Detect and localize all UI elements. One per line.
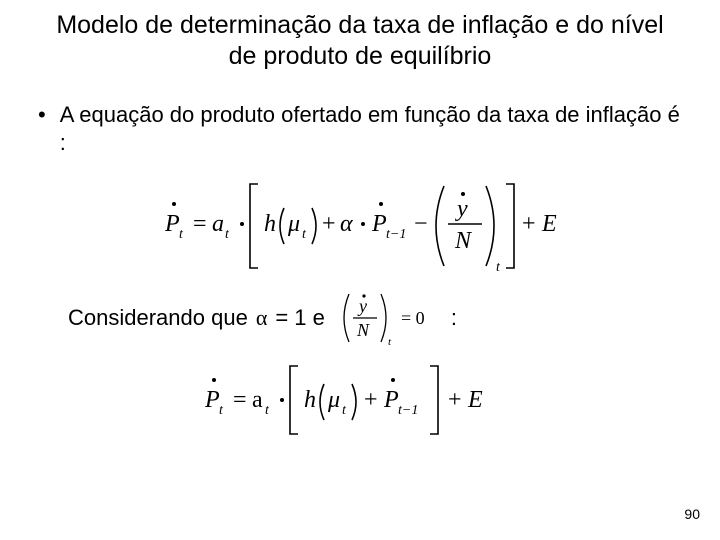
title-line-2: de produto de equilíbrio bbox=[229, 42, 492, 70]
eq2-at: t bbox=[265, 403, 270, 418]
eq2-tm1: t−1 bbox=[398, 403, 418, 418]
eq2-E: E bbox=[467, 387, 483, 413]
cons-zero: = 0 bbox=[401, 308, 425, 328]
equation-2-svg: P t = a t h μ t + P t−1 + E bbox=[190, 354, 530, 444]
eq1-y: y bbox=[455, 196, 468, 222]
cons-t: t bbox=[388, 336, 392, 348]
svg-text:=: = bbox=[193, 211, 207, 237]
cons-eq1: = 1 e bbox=[275, 305, 325, 331]
svg-text:+: + bbox=[522, 211, 536, 237]
svg-text:+: + bbox=[448, 387, 462, 413]
svg-text:−: − bbox=[414, 211, 428, 237]
svg-text:=: = bbox=[233, 387, 247, 413]
equation-2: P t = a t h μ t + P t−1 + E bbox=[10, 354, 710, 444]
title-line-1: Modelo de determinação da taxa de inflaç… bbox=[56, 11, 663, 39]
cons-alpha: α bbox=[256, 305, 268, 331]
eq2-P: P bbox=[204, 387, 220, 413]
cons-colon: : bbox=[451, 305, 457, 331]
bullet-text: A equação do produto ofertado em função … bbox=[60, 101, 690, 158]
equation-1-svg: P t = a t h μ t + α bbox=[150, 168, 570, 278]
eq2-P2: P bbox=[383, 387, 399, 413]
eq1-E: E bbox=[541, 211, 557, 237]
eq2-a: a bbox=[252, 387, 263, 413]
equation-1: P t = a t h μ t + α bbox=[10, 168, 710, 278]
svg-text:+: + bbox=[364, 387, 378, 413]
eq1-at: t bbox=[225, 227, 230, 242]
eq1-mu: μ bbox=[287, 211, 300, 237]
eq2-t: t bbox=[219, 403, 224, 418]
considering-line: Considerando que α = 1 e y N t = 0 : bbox=[68, 288, 710, 348]
eq2-mut: t bbox=[342, 403, 347, 418]
cons-frac-svg: y N t = 0 bbox=[333, 288, 443, 348]
slide: Modelo de determinação da taxa de inflaç… bbox=[0, 0, 720, 540]
bullet-item: • A equação do produto ofertado em funçã… bbox=[38, 101, 690, 158]
page-number: 90 bbox=[684, 506, 700, 522]
eq1-t: t bbox=[179, 227, 184, 242]
cons-y: y bbox=[357, 296, 367, 316]
eq2-mu: μ bbox=[327, 387, 340, 413]
eq1-P: P bbox=[164, 211, 180, 237]
eq1-h: h bbox=[264, 211, 276, 237]
svg-text:+: + bbox=[322, 211, 336, 237]
bullet-marker: • bbox=[38, 101, 46, 130]
cons-N: N bbox=[356, 320, 370, 340]
eq1-mut: t bbox=[302, 227, 307, 242]
slide-title: Modelo de determinação da taxa de inflaç… bbox=[10, 10, 710, 73]
eq1-P2: P bbox=[371, 211, 387, 237]
eq1-tm1: t−1 bbox=[386, 227, 406, 242]
cons-prefix: Considerando que bbox=[68, 305, 248, 331]
eq1-a: a bbox=[212, 211, 224, 237]
eq1-alpha: α bbox=[340, 211, 353, 237]
eq1-N: N bbox=[454, 228, 473, 254]
eq2-h: h bbox=[304, 387, 316, 413]
eq1-subt: t bbox=[496, 260, 501, 275]
